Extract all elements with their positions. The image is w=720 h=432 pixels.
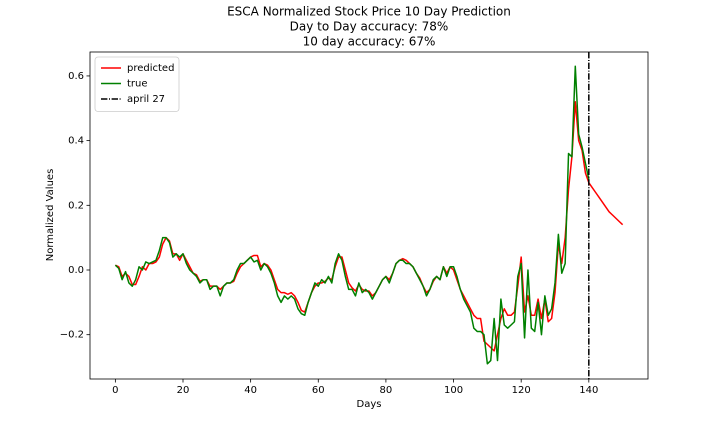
chart-subtitle: 10 day accuracy: 67% — [303, 35, 436, 49]
y-tick-label: 0.0 — [68, 265, 84, 276]
legend-label: april 27 — [127, 94, 165, 105]
line-series — [114, 65, 590, 365]
plot-frame — [89, 51, 649, 380]
x-tick-label: 20 — [177, 385, 190, 396]
legend-box — [94, 56, 180, 112]
x-tick-label: 100 — [444, 385, 463, 396]
x-tick-label: 120 — [512, 385, 531, 396]
chart-subtitle: Day to Day accuracy: 78% — [290, 20, 449, 34]
chart-title: ESCA Normalized Stock Price 10 Day Predi… — [227, 5, 511, 19]
y-tick-label: 0.4 — [68, 136, 84, 147]
x-tick-label: 140 — [579, 385, 598, 396]
legend-label: true — [127, 79, 148, 90]
legend-label: predicted — [127, 63, 174, 74]
x-tick-label: 0 — [112, 385, 118, 396]
x-tick-label: 80 — [380, 385, 393, 396]
line-series — [115, 101, 624, 352]
x-tick-label: 40 — [244, 385, 257, 396]
x-tick-label: 60 — [312, 385, 325, 396]
y-tick-label: 0.2 — [68, 200, 84, 211]
y-tick-label: 0.6 — [68, 71, 84, 82]
x-axis-label: Days — [357, 399, 382, 410]
y-axis-label: Normalized Values — [45, 169, 56, 262]
y-tick-label: −0.2 — [60, 330, 84, 341]
